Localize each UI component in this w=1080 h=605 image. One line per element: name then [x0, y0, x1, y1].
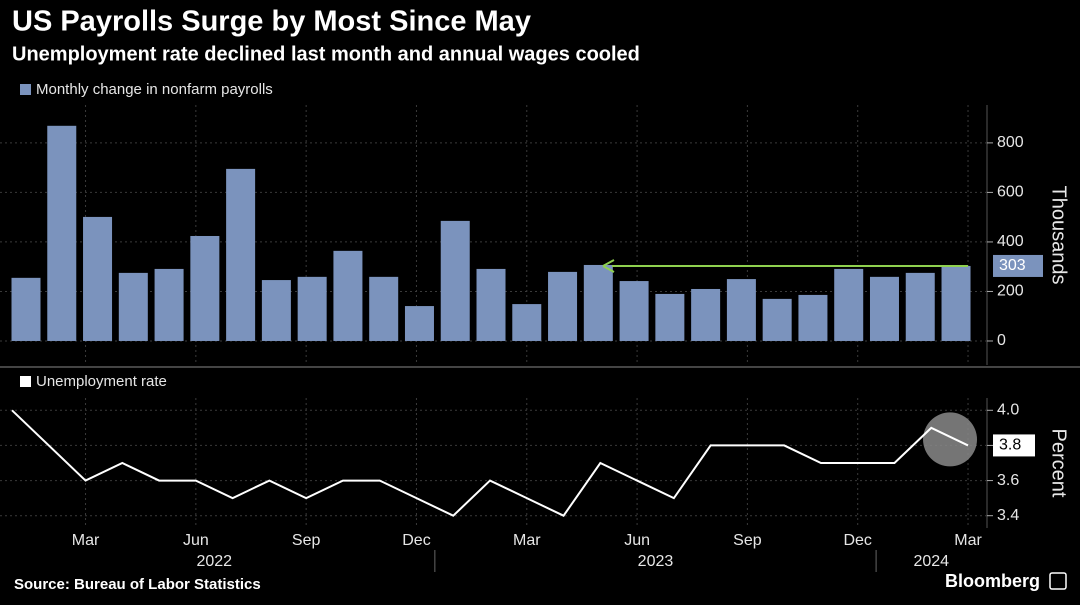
bar: [834, 268, 864, 341]
bar: [726, 279, 756, 341]
legend-label: Monthly change in nonfarm payrolls: [36, 81, 273, 98]
bar: [440, 220, 470, 341]
source: Source: Bureau of Labor Statistics: [14, 576, 261, 593]
bar: [798, 294, 828, 341]
bar: [83, 216, 113, 341]
y-tick-label: 800: [997, 134, 1024, 151]
bar: [476, 268, 506, 341]
bar: [297, 276, 327, 341]
line: [11, 409, 969, 517]
x-year-label: 2022: [196, 553, 232, 570]
bar: [369, 276, 399, 341]
bar: [512, 304, 542, 341]
bar: [619, 281, 649, 341]
x-tick-label: Mar: [954, 532, 982, 549]
bar: [11, 277, 41, 341]
bar: [118, 272, 148, 341]
x-tick-label: Jun: [624, 532, 650, 549]
chart-title: US Payrolls Surge by Most Since May: [12, 6, 531, 38]
x-year-label: 2024: [913, 553, 949, 570]
x-tick-label: Dec: [402, 532, 430, 549]
x-tick-label: Jun: [183, 532, 209, 549]
brand-icon: [1049, 572, 1067, 590]
y-tick-label: 400: [997, 233, 1024, 250]
bar: [190, 235, 220, 341]
value-label: 303: [999, 257, 1026, 274]
bar: [762, 298, 792, 341]
value-label: 3.8: [999, 437, 1021, 454]
y-tick-label: 600: [997, 184, 1024, 201]
y-tick-label: 4.0: [997, 402, 1019, 419]
x-tick-label: Mar: [72, 532, 100, 549]
bar: [226, 168, 256, 341]
x-tick-label: Sep: [733, 532, 762, 549]
bar: [691, 288, 721, 341]
x-tick-label: Dec: [843, 532, 871, 549]
y-axis-label: Thousands: [1048, 186, 1070, 285]
highlight-circle: [923, 412, 978, 467]
bar: [333, 250, 363, 341]
bar: [583, 264, 613, 341]
x-year-label: 2023: [638, 553, 674, 570]
y-tick-label: 0: [997, 332, 1006, 349]
legend-swatch: [20, 376, 31, 387]
value-label-box: [993, 254, 1043, 277]
bar: [869, 276, 899, 341]
bar: [154, 268, 184, 341]
bar: [548, 271, 578, 341]
x-tick-label: Sep: [292, 532, 321, 549]
bar: [905, 272, 935, 341]
bar: [47, 125, 77, 341]
y-tick-label: 200: [997, 283, 1024, 300]
legend-swatch: [20, 84, 31, 95]
y-tick-label: 3.6: [997, 472, 1019, 489]
bar: [655, 293, 685, 341]
bar: [404, 306, 434, 341]
legend-label: Unemployment rate: [36, 373, 167, 390]
x-tick-label: Mar: [513, 532, 541, 549]
bar: [941, 265, 971, 341]
y-axis-label: Percent: [1048, 429, 1070, 498]
chart-subtitle: Unemployment rate declined last month an…: [12, 43, 640, 65]
brand: Bloomberg: [945, 571, 1040, 591]
highlight-arrowhead: [602, 259, 615, 273]
value-label-box: [993, 434, 1035, 457]
bar: [261, 280, 291, 341]
y-tick-label: 3.4: [997, 507, 1019, 524]
